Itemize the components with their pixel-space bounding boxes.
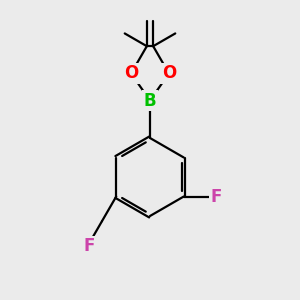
Text: F: F: [211, 188, 222, 206]
Text: O: O: [162, 64, 176, 82]
Text: F: F: [83, 237, 95, 255]
Text: O: O: [124, 64, 138, 82]
Text: B: B: [144, 92, 156, 110]
